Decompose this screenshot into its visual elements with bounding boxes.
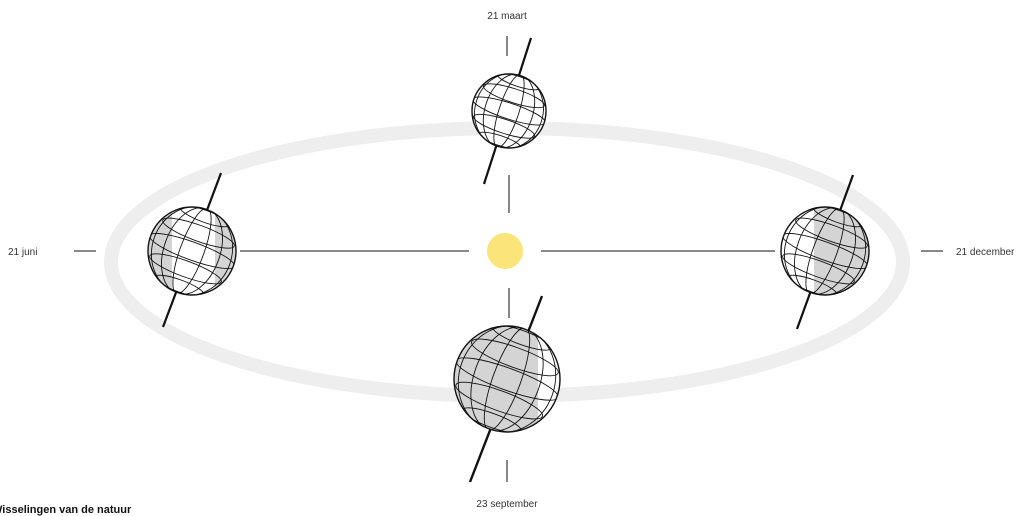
globe-december-shade [814,207,869,295]
globe-september [453,295,561,483]
globe-march [471,37,547,185]
label-march: 21 maart [487,11,527,22]
label-september: 23 september [476,499,538,510]
sun [487,233,523,269]
figure-caption: Wisselingen van de natuur [0,504,132,516]
globe-june [147,172,237,328]
label-december: 21 december [956,247,1015,258]
label-june: 21 juni [8,247,37,258]
connector-lines [74,36,943,482]
globe-december [780,174,870,330]
